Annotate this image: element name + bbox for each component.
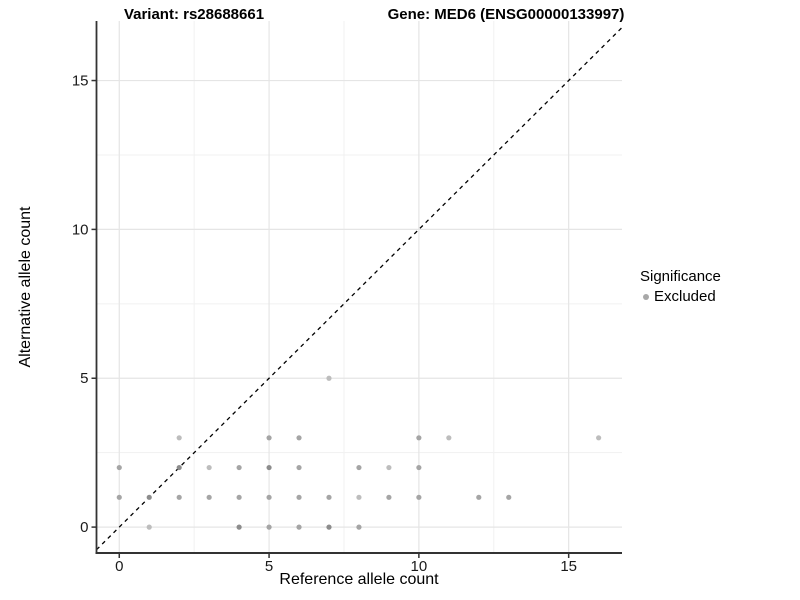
data-point <box>266 464 272 471</box>
data-point <box>206 464 212 471</box>
data-point <box>596 435 602 441</box>
data-point <box>236 494 242 500</box>
data-point <box>356 464 362 471</box>
legend-point-icon <box>643 293 649 300</box>
data-point <box>296 524 302 530</box>
data-point <box>296 464 302 471</box>
data-point <box>416 464 422 471</box>
identity-line <box>96 27 623 551</box>
data-point <box>176 494 182 500</box>
data-point <box>506 494 512 500</box>
y-tick-label: 10 <box>72 221 89 238</box>
plot-title-gene: Gene: MED6 (ENSG00000133997) <box>387 6 625 23</box>
y-tick-label: 0 <box>80 519 88 536</box>
data-point <box>236 524 242 530</box>
x-tick-label: 15 <box>560 558 577 575</box>
data-point <box>476 494 482 500</box>
data-point <box>176 435 182 441</box>
legend-title: Significance <box>640 268 721 285</box>
legend-item-excluded: Excluded <box>643 288 721 305</box>
data-point <box>266 524 272 530</box>
data-point <box>116 494 122 500</box>
legend-item-label: Excluded <box>654 288 716 305</box>
y-axis-title: Alternative allele count <box>17 206 34 368</box>
data-point <box>116 464 122 471</box>
plot-title-variant: Variant: rs28688661 <box>123 6 265 23</box>
data-point <box>206 494 212 500</box>
data-point <box>146 494 152 500</box>
x-axis-title: Reference allele count <box>279 571 439 588</box>
y-tick-label: 5 <box>80 370 88 387</box>
y-tick-label: 15 <box>72 73 89 90</box>
data-point <box>236 464 242 471</box>
data-point <box>356 494 362 500</box>
data-point <box>146 524 152 530</box>
data-point <box>326 494 332 500</box>
legend: Significance Excluded <box>640 268 721 305</box>
data-point <box>266 435 272 441</box>
data-point <box>176 464 182 471</box>
x-tick-label: 5 <box>265 558 273 575</box>
data-point <box>416 435 422 441</box>
x-tick-label: 0 <box>115 558 123 575</box>
data-point <box>266 494 272 500</box>
data-point <box>296 435 302 441</box>
data-point <box>356 524 362 530</box>
data-point <box>386 464 392 471</box>
data-point <box>326 524 332 530</box>
data-point <box>416 494 422 500</box>
x-tick-label: 10 <box>411 558 428 575</box>
data-point <box>386 494 392 500</box>
data-point <box>296 494 302 500</box>
data-point <box>326 375 332 381</box>
data-point <box>446 435 452 441</box>
